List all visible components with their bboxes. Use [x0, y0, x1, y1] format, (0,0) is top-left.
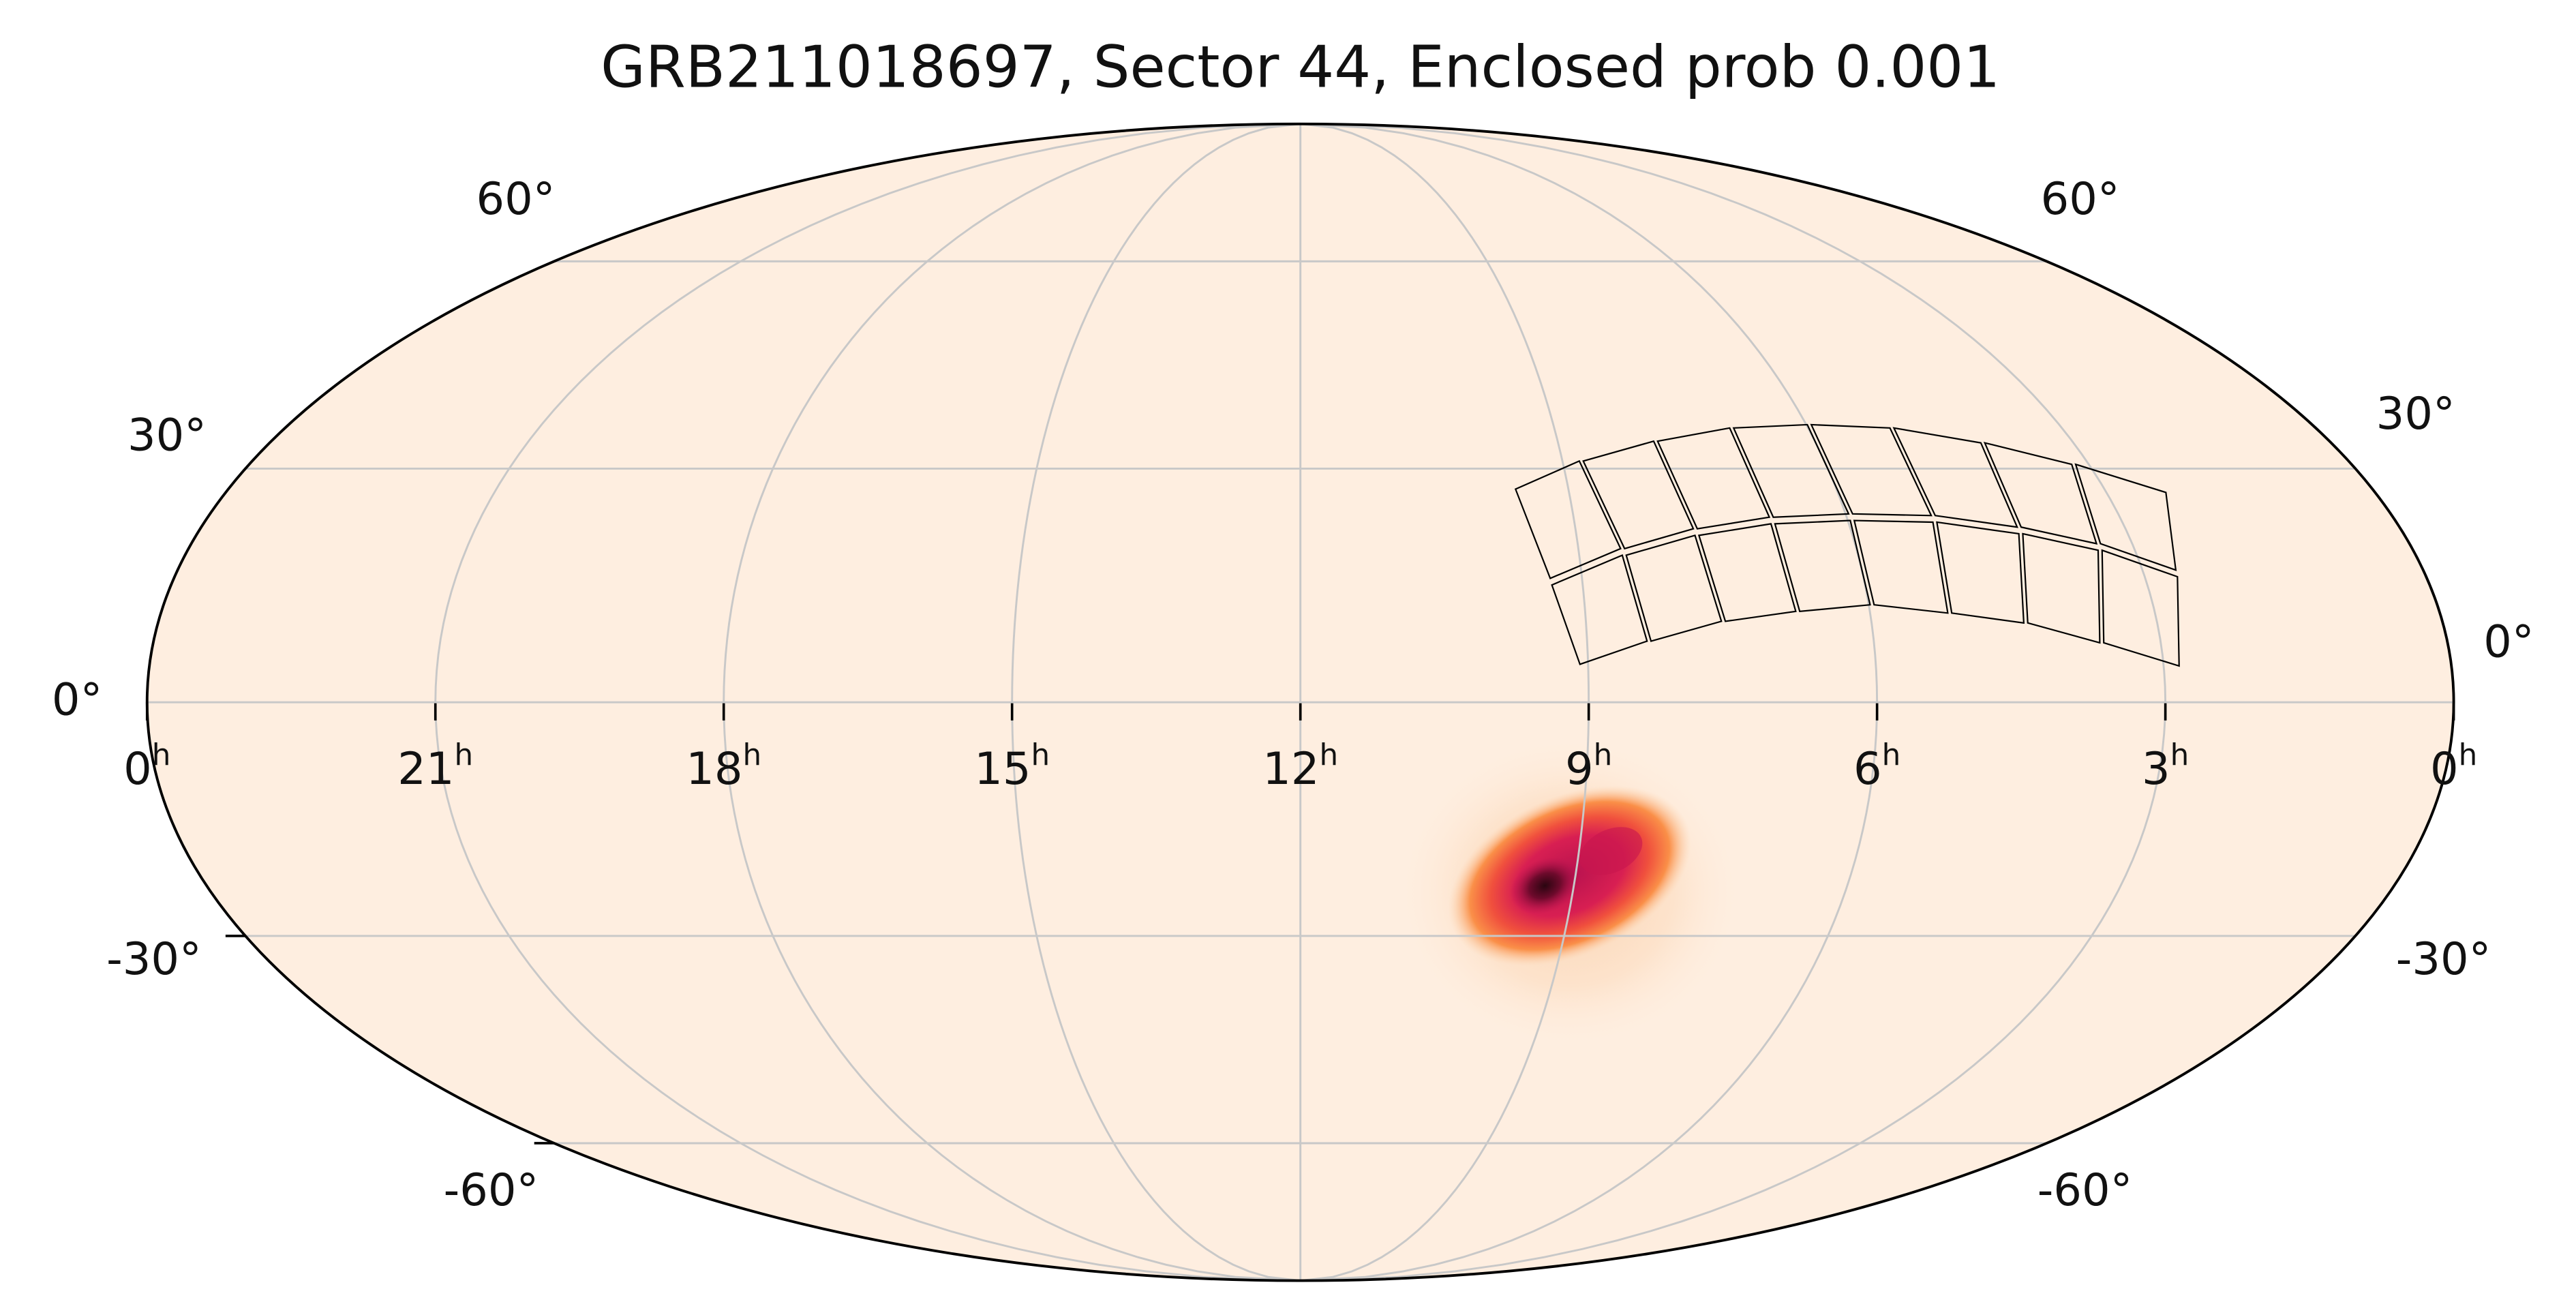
ra-hour: 21 [397, 743, 454, 795]
ccd-tile [1732, 423, 1850, 518]
ccd-tile [1810, 423, 1933, 517]
dec-tick-label-left: 60° [476, 173, 555, 225]
ra-hour: 18 [686, 743, 742, 795]
lobe [1579, 827, 1643, 875]
ra-tick-label: 18h [686, 738, 761, 795]
dec-tick-label-right: 30° [2376, 388, 2455, 440]
title: GRB211018697, Sector 44, Enclosed prob 0… [601, 34, 2000, 102]
ccd-tile [1582, 440, 1695, 550]
ra-unit: h [2170, 738, 2189, 772]
ra-tick-label: 0h [2430, 738, 2477, 795]
ccd-tile [1656, 427, 1771, 530]
dec-tick-label-left: -60° [444, 1164, 539, 1216]
dec-tick-label-left: -30° [106, 933, 202, 985]
ra-unit: h [1031, 738, 1050, 772]
ra-tick-label: 9h [1565, 738, 1612, 795]
ra-unit: h [2459, 738, 2478, 772]
dec-tick-label-right: -60° [2037, 1164, 2133, 1216]
ra-unit: h [455, 738, 474, 772]
ra-unit: h [1882, 738, 1901, 772]
ra-tick-label: 3h [2142, 738, 2189, 795]
dec-tick-label-right: -30° [2396, 933, 2491, 985]
ccd-tile [1625, 534, 1723, 642]
ccd-tile [1697, 523, 1797, 622]
ccd-tile [2074, 463, 2177, 571]
ra-tick-label: 15h [974, 738, 1050, 795]
ra-tick-label: 0h [123, 738, 170, 795]
ccd-tile [1936, 521, 2025, 624]
ra-tick-label: 21h [397, 738, 473, 795]
ra-hour: 0 [2430, 743, 2459, 795]
ccd-tile [1774, 519, 1871, 613]
ccd-tile [1514, 459, 1622, 579]
ccd-tile [1892, 427, 2018, 528]
tick-labels: 0h 21h 18h 15h 12h 9h 6h 3h 0h60°30°0°-30°-60°60… [52, 173, 2534, 1216]
ccd-tile [1983, 442, 2098, 545]
ra-unit: h [743, 738, 762, 772]
ccd-tile [1853, 519, 1949, 614]
ra-unit: h [1319, 738, 1338, 772]
dec-tick-label-right: 0° [2483, 616, 2534, 667]
ccd-tile [1551, 554, 1648, 665]
ra-hour: 15 [974, 743, 1031, 795]
ra-unit: h [152, 738, 171, 772]
ccd-tile [2101, 549, 2180, 667]
ra-tick-label: 6h [1853, 738, 1900, 795]
core [1510, 857, 1580, 915]
dec-tick-label-left: 30° [127, 409, 207, 461]
ra-hour: 12 [1262, 743, 1319, 795]
ccd-tile [2022, 532, 2101, 644]
dec-tick-label-left: 0° [52, 674, 102, 725]
ra-hour: 9 [1565, 743, 1594, 795]
ra-hour: 6 [1853, 743, 1882, 795]
ra-tick-label: 12h [1262, 738, 1338, 795]
dec-tick-label-right: 60° [2041, 173, 2120, 225]
ra-unit: h [1594, 738, 1613, 772]
ra-hour: 3 [2142, 743, 2170, 795]
ra-hour: 0 [123, 743, 152, 795]
probability-map [1396, 735, 1744, 1050]
sector-footprint [1514, 423, 2180, 667]
sky-outline [145, 122, 2455, 1282]
